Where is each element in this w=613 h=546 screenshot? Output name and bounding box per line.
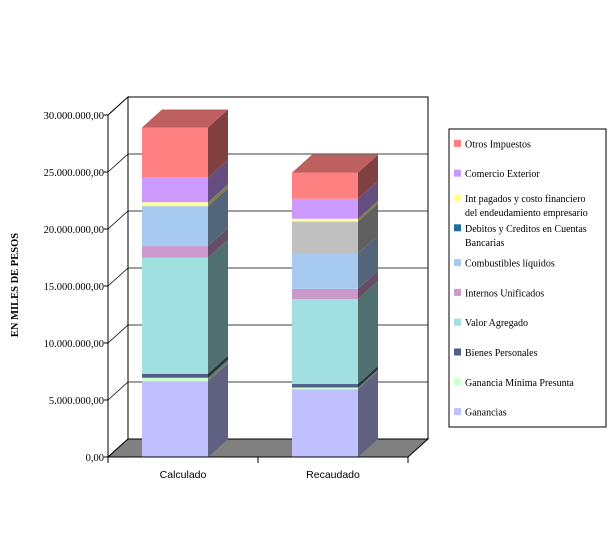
bar-segment <box>292 288 358 300</box>
bar-segment-side <box>358 203 378 254</box>
y-tick-label: 10.000.000,00 <box>44 339 104 350</box>
bar-segment-side <box>208 109 228 178</box>
legend-label: Comercio Exterior <box>465 169 540 180</box>
legend-label: Combustibles líquidos <box>465 259 555 270</box>
bar-segment <box>292 198 358 219</box>
legend-label: Ganancias <box>465 408 507 419</box>
bar-segment-side <box>358 235 378 289</box>
bar-segment <box>292 218 358 222</box>
legend-label: Internos Unificados <box>465 288 544 299</box>
legend-label: Ganancia Mínima Presunta <box>465 378 574 389</box>
legend-label: del endeudamiento empresario <box>465 208 588 219</box>
bar-segment <box>292 221 358 254</box>
legend-label: Bienes Personales <box>465 348 538 359</box>
bar-segment-side <box>208 363 228 457</box>
y-tick-label: 15.000.000,00 <box>44 282 104 293</box>
bar-segment <box>292 389 358 457</box>
legend-swatch <box>454 169 461 177</box>
bar-segment <box>142 377 208 382</box>
bar-top <box>142 109 228 128</box>
bar-segment-side <box>208 184 228 207</box>
legend-label: Debitos y Creditos en Cuentas <box>465 224 587 235</box>
bar-segment <box>142 206 208 247</box>
bar-segment-side <box>208 188 228 247</box>
bar-segment <box>292 384 358 388</box>
bar-segment-side <box>358 366 378 388</box>
legend-swatch <box>454 408 461 416</box>
bar-segment-side <box>208 359 228 382</box>
y-tick-label: 20.000.000,00 <box>44 225 104 236</box>
x-tick-label: Calculado <box>160 469 207 481</box>
x-tick-label: Recaudado <box>306 469 360 481</box>
bar-segment <box>142 177 208 203</box>
bar-segment-side <box>208 228 228 258</box>
y-tick-label: 25.000.000,00 <box>44 168 104 179</box>
bar-segment-side <box>358 200 378 222</box>
bar-segment-side <box>358 281 378 385</box>
bar-segment-side <box>358 369 378 390</box>
legend-label: Otros Impuestos <box>465 139 531 150</box>
y-axis-title: EN MILES DE PESOS <box>10 233 21 337</box>
y-tick-label: 5.000.000,00 <box>49 396 104 407</box>
bar-segment-side <box>208 159 228 203</box>
y-axis: 0,00 5.000.000,00 10.000.000,00 15.000.000,… <box>44 111 109 464</box>
bar-segment <box>292 387 358 390</box>
legend-swatch <box>454 194 461 202</box>
gridline <box>107 153 428 173</box>
bar-segment <box>142 127 208 178</box>
gridline <box>107 96 428 116</box>
legend-label: Int pagados y costo financiero <box>465 194 586 205</box>
legend-label: Valor Agregado <box>465 318 528 329</box>
bar-segment <box>142 373 208 378</box>
legend-swatch <box>454 139 461 147</box>
legend-label: Bancarias <box>465 238 505 249</box>
bar-segment <box>142 257 208 374</box>
legend-swatch <box>454 259 461 267</box>
bar-segment <box>142 202 208 207</box>
bars <box>142 109 378 457</box>
bar-segment <box>292 299 358 385</box>
legend-swatch <box>454 318 461 326</box>
bar-segment-side <box>358 154 378 199</box>
bar-segment <box>142 246 208 258</box>
bar-segment-side <box>208 239 228 374</box>
legend-box <box>448 128 607 428</box>
legend-swatch <box>454 288 461 296</box>
bar-top <box>292 154 378 173</box>
bar-segment-side <box>358 270 378 300</box>
bar-segment-side <box>208 355 228 378</box>
y-tick-label: 30.000.000,00 <box>44 111 104 122</box>
bar-segment <box>142 381 208 457</box>
x-axis: Calculado Recaudado <box>107 456 409 481</box>
bar-segment-side <box>358 180 378 219</box>
bar-segment <box>292 253 358 289</box>
bar-segment-side <box>358 371 378 457</box>
legend: Otros Impuestos Comercio Exterior Int paga… <box>448 128 607 428</box>
bar-segment <box>292 172 358 199</box>
y-tick-label: 0,00 <box>86 453 104 464</box>
legend-swatch <box>454 224 461 232</box>
legend-swatch <box>454 378 461 386</box>
legend-swatch <box>454 348 461 356</box>
